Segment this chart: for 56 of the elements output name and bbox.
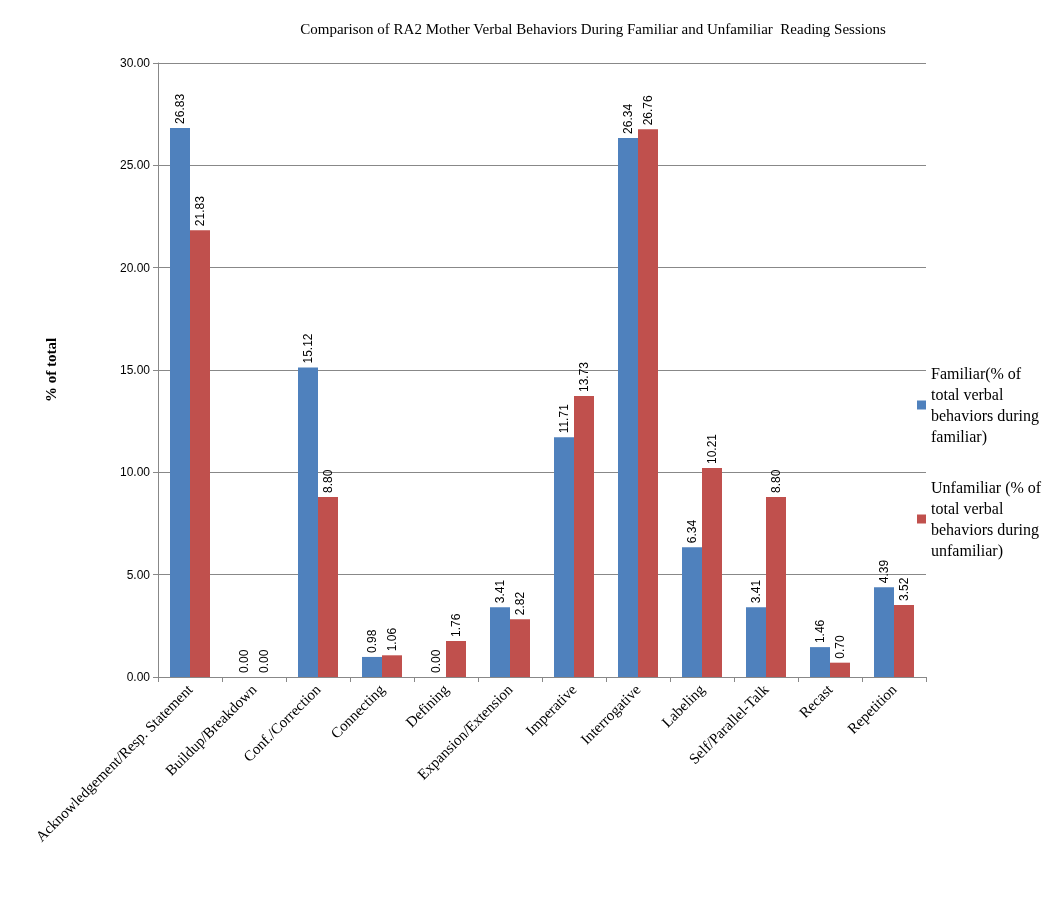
bar [446, 640, 466, 677]
data-label: 21.83 [193, 195, 207, 227]
bar [810, 647, 830, 677]
bar [574, 395, 594, 677]
data-label: 13.73 [577, 361, 591, 392]
y-tick-label: 20.00 [119, 260, 151, 275]
data-label: 0.70 [833, 634, 847, 659]
data-label: 8.80 [769, 469, 783, 493]
y-tick-label: 10.00 [119, 465, 151, 480]
data-label: 1.06 [385, 627, 399, 652]
data-label: 8.80 [321, 469, 335, 493]
bar [510, 619, 530, 677]
bar [766, 496, 786, 677]
data-label: 6.34 [685, 519, 699, 544]
bar [638, 129, 658, 677]
y-tick-label: 5.00 [126, 567, 151, 582]
bar [298, 367, 318, 677]
y-axis-title: % of total [42, 337, 59, 403]
bar [318, 496, 338, 677]
bar [830, 662, 850, 677]
bar [874, 587, 894, 677]
bar [702, 468, 722, 677]
bar [490, 607, 510, 677]
data-label: 3.41 [493, 579, 507, 604]
bar [382, 655, 402, 677]
chart-title: Comparison of RA2 Mother Verbal Behaviors During Familiar and Unfamiliar Reading Sessions [300, 20, 886, 37]
bar [362, 656, 382, 677]
data-label: 26.34 [621, 103, 635, 134]
data-label: 4.39 [877, 559, 891, 584]
y-tick-label: 25.00 [119, 158, 151, 173]
data-label: 0.00 [237, 649, 251, 673]
data-label: 15.12 [301, 333, 315, 364]
y-tick-label: 15.00 [119, 363, 151, 377]
data-label: 1.46 [813, 619, 827, 644]
bar [618, 137, 638, 677]
bar [554, 437, 574, 677]
data-label: 26.83 [173, 93, 187, 124]
data-label: 3.52 [897, 577, 911, 601]
data-label: 2.82 [513, 591, 527, 616]
data-label: 0.00 [257, 649, 271, 673]
legend-label: Unfamiliar (% of total verbal behaviors during unfamiliar) [931, 479, 1046, 560]
data-label: 0.98 [365, 629, 379, 653]
y-tick-label: 0.00 [126, 670, 151, 684]
data-label: 26.76 [641, 94, 655, 126]
data-label: 1.76 [449, 613, 463, 637]
data-label: 11.71 [557, 403, 571, 434]
data-label: 10.21 [705, 433, 719, 465]
y-tick-label: 30.00 [119, 56, 151, 70]
data-label: 3.41 [749, 579, 763, 604]
data-label: 0.00 [429, 649, 443, 673]
bar [746, 607, 766, 677]
bar [682, 547, 702, 677]
legend-label: Familiar(% of total verbal behaviors during familiar) [931, 365, 1043, 446]
bar [190, 230, 210, 677]
bar [170, 127, 190, 677]
bar [894, 604, 914, 677]
